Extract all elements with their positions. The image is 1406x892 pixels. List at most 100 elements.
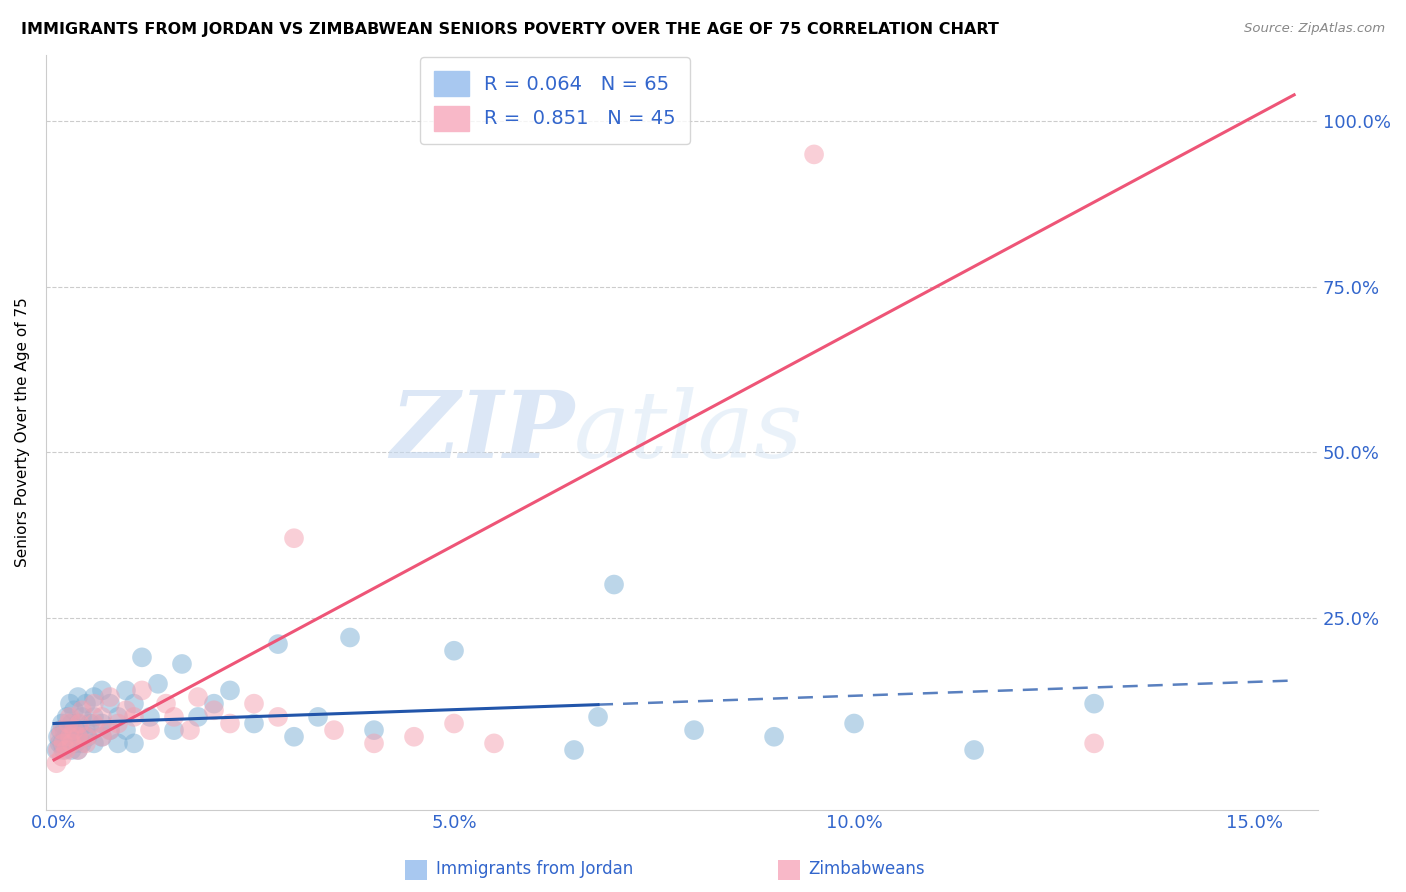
Point — [48, 730, 70, 744]
Point — [339, 631, 361, 645]
Point — [98, 723, 121, 738]
Point — [75, 736, 97, 750]
Point — [363, 723, 385, 738]
Point — [219, 683, 242, 698]
Point — [115, 723, 138, 738]
Point — [55, 730, 77, 744]
Text: IMMIGRANTS FROM JORDAN VS ZIMBABWEAN SENIORS POVERTY OVER THE AGE OF 75 CORRELAT: IMMIGRANTS FROM JORDAN VS ZIMBABWEAN SEN… — [21, 22, 1000, 37]
Y-axis label: Seniors Poverty Over the Age of 75: Seniors Poverty Over the Age of 75 — [15, 297, 30, 567]
Point — [139, 710, 162, 724]
Point — [59, 723, 82, 738]
Point — [179, 723, 201, 738]
Point — [59, 697, 82, 711]
Point — [91, 730, 114, 744]
Point — [91, 730, 114, 744]
Point — [58, 716, 80, 731]
Point — [69, 716, 91, 731]
Point — [122, 710, 145, 724]
Point — [842, 716, 865, 731]
Point — [79, 716, 101, 731]
Point — [75, 697, 97, 711]
Point — [763, 730, 786, 744]
Point — [187, 710, 209, 724]
Point — [402, 730, 425, 744]
Point — [267, 637, 290, 651]
Point — [91, 716, 114, 731]
Point — [83, 690, 105, 704]
Point — [45, 756, 67, 771]
Point — [163, 710, 186, 724]
Point — [55, 743, 77, 757]
Point — [139, 723, 162, 738]
Point — [443, 716, 465, 731]
Point — [1083, 736, 1105, 750]
Point — [283, 730, 305, 744]
Point — [70, 736, 93, 750]
Point — [83, 736, 105, 750]
Point — [363, 736, 385, 750]
Point — [59, 730, 82, 744]
Point — [70, 710, 93, 724]
Point — [75, 723, 97, 738]
Point — [482, 736, 505, 750]
Point — [115, 703, 138, 717]
Point — [603, 577, 626, 591]
Point — [69, 723, 91, 738]
Point — [63, 703, 86, 717]
Point — [53, 723, 76, 738]
Point — [51, 723, 73, 738]
Point — [91, 683, 114, 698]
Point — [66, 743, 89, 757]
Point — [83, 710, 105, 724]
Point — [307, 710, 329, 724]
Point — [98, 723, 121, 738]
Point — [187, 690, 209, 704]
Point — [76, 730, 98, 744]
Point — [59, 710, 82, 724]
Point — [202, 697, 225, 711]
Point — [98, 690, 121, 704]
Point — [66, 716, 89, 731]
Point — [58, 736, 80, 750]
Point — [963, 743, 986, 757]
Text: Source: ZipAtlas.com: Source: ZipAtlas.com — [1244, 22, 1385, 36]
Point — [70, 703, 93, 717]
Point — [283, 531, 305, 545]
Point — [683, 723, 706, 738]
Point — [243, 697, 266, 711]
Point — [75, 730, 97, 744]
Point — [46, 730, 69, 744]
Text: ZIP: ZIP — [389, 387, 574, 477]
Point — [52, 736, 75, 750]
Point — [146, 677, 169, 691]
Point — [586, 710, 609, 724]
Point — [45, 743, 67, 757]
Text: Zimbabweans: Zimbabweans — [808, 860, 925, 878]
Text: atlas: atlas — [574, 387, 803, 477]
Point — [52, 743, 75, 757]
Point — [66, 730, 89, 744]
Point — [202, 703, 225, 717]
Point — [131, 650, 153, 665]
Point — [98, 697, 121, 711]
Point — [267, 710, 290, 724]
Point — [91, 710, 114, 724]
Point — [51, 736, 73, 750]
Point — [1083, 697, 1105, 711]
Point — [51, 716, 73, 731]
Point — [107, 716, 129, 731]
Point — [243, 716, 266, 731]
Point — [49, 723, 72, 738]
Point — [122, 697, 145, 711]
Point — [66, 690, 89, 704]
Point — [219, 716, 242, 731]
Legend: R = 0.064   N = 65, R =  0.851   N = 45: R = 0.064 N = 65, R = 0.851 N = 45 — [420, 57, 689, 145]
Point — [163, 723, 186, 738]
Point — [60, 743, 83, 757]
Point — [170, 657, 193, 671]
Point — [55, 710, 77, 724]
Point — [83, 697, 105, 711]
Point — [83, 716, 105, 731]
Point — [66, 743, 89, 757]
Point — [51, 749, 73, 764]
